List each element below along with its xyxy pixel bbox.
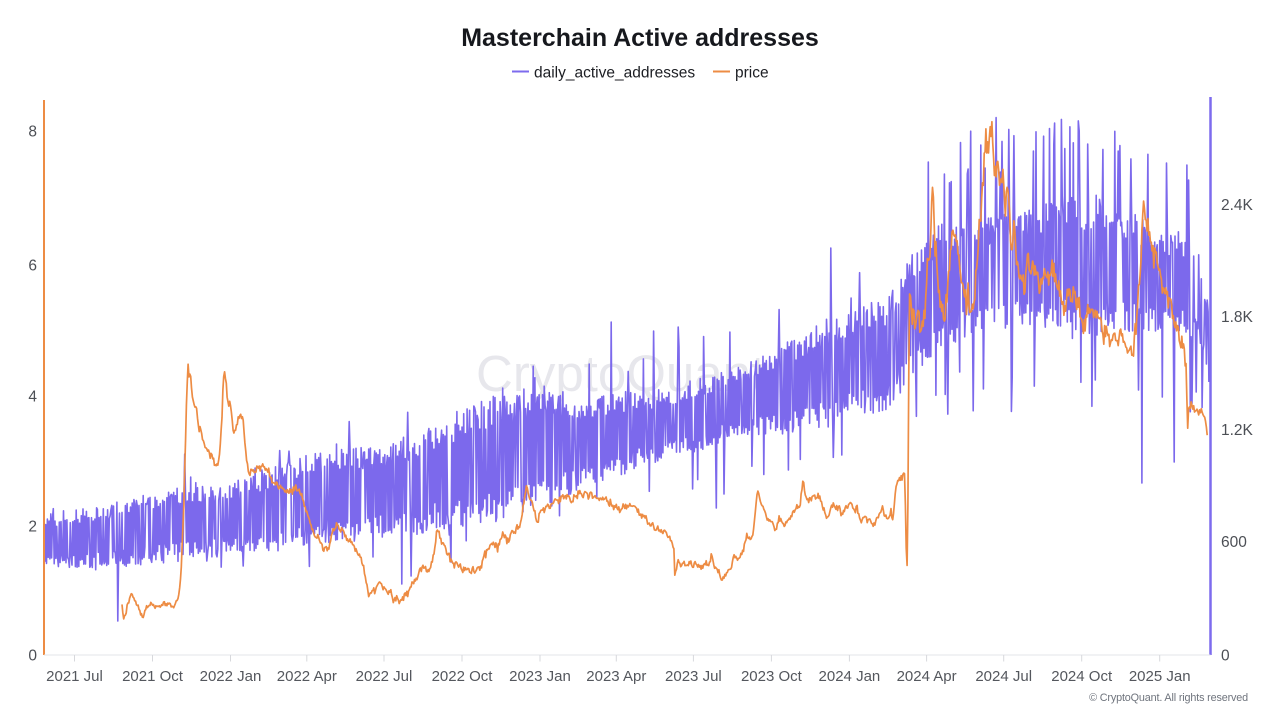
- svg-text:1.2K: 1.2K: [1221, 422, 1254, 439]
- svg-text:2021 Oct: 2021 Oct: [122, 668, 184, 685]
- svg-text:2022 Apr: 2022 Apr: [277, 668, 337, 685]
- svg-text:2023 Jul: 2023 Jul: [665, 668, 722, 685]
- svg-text:2022 Jan: 2022 Jan: [200, 668, 262, 685]
- svg-text:2024 Oct: 2024 Oct: [1051, 668, 1113, 685]
- svg-text:2.4K: 2.4K: [1221, 197, 1254, 214]
- svg-text:2024 Jul: 2024 Jul: [975, 668, 1032, 685]
- svg-text:Masterchain Active addresses: Masterchain Active addresses: [461, 24, 819, 52]
- svg-text:2025 Jan: 2025 Jan: [1129, 668, 1191, 685]
- svg-text:2023 Oct: 2023 Oct: [741, 668, 803, 685]
- svg-text:2023 Apr: 2023 Apr: [586, 668, 646, 685]
- svg-text:daily_active_addresses: daily_active_addresses: [534, 65, 695, 82]
- svg-text:2023 Jan: 2023 Jan: [509, 668, 571, 685]
- svg-text:0: 0: [28, 648, 37, 665]
- svg-text:© CryptoQuant. All rights rese: © CryptoQuant. All rights reserved: [1089, 692, 1248, 704]
- svg-text:0: 0: [1221, 648, 1230, 665]
- svg-text:1.8K: 1.8K: [1221, 309, 1254, 326]
- svg-text:price: price: [735, 65, 769, 82]
- svg-text:2022 Oct: 2022 Oct: [432, 668, 494, 685]
- svg-text:2024 Jan: 2024 Jan: [819, 668, 881, 685]
- svg-text:2024 Apr: 2024 Apr: [897, 668, 957, 685]
- svg-text:4: 4: [28, 389, 37, 406]
- svg-text:6: 6: [28, 258, 37, 275]
- svg-text:2021 Jul: 2021 Jul: [46, 668, 103, 685]
- svg-text:2022 Jul: 2022 Jul: [356, 668, 413, 685]
- svg-text:2: 2: [28, 519, 37, 536]
- svg-text:600: 600: [1221, 534, 1247, 551]
- svg-text:8: 8: [28, 124, 37, 141]
